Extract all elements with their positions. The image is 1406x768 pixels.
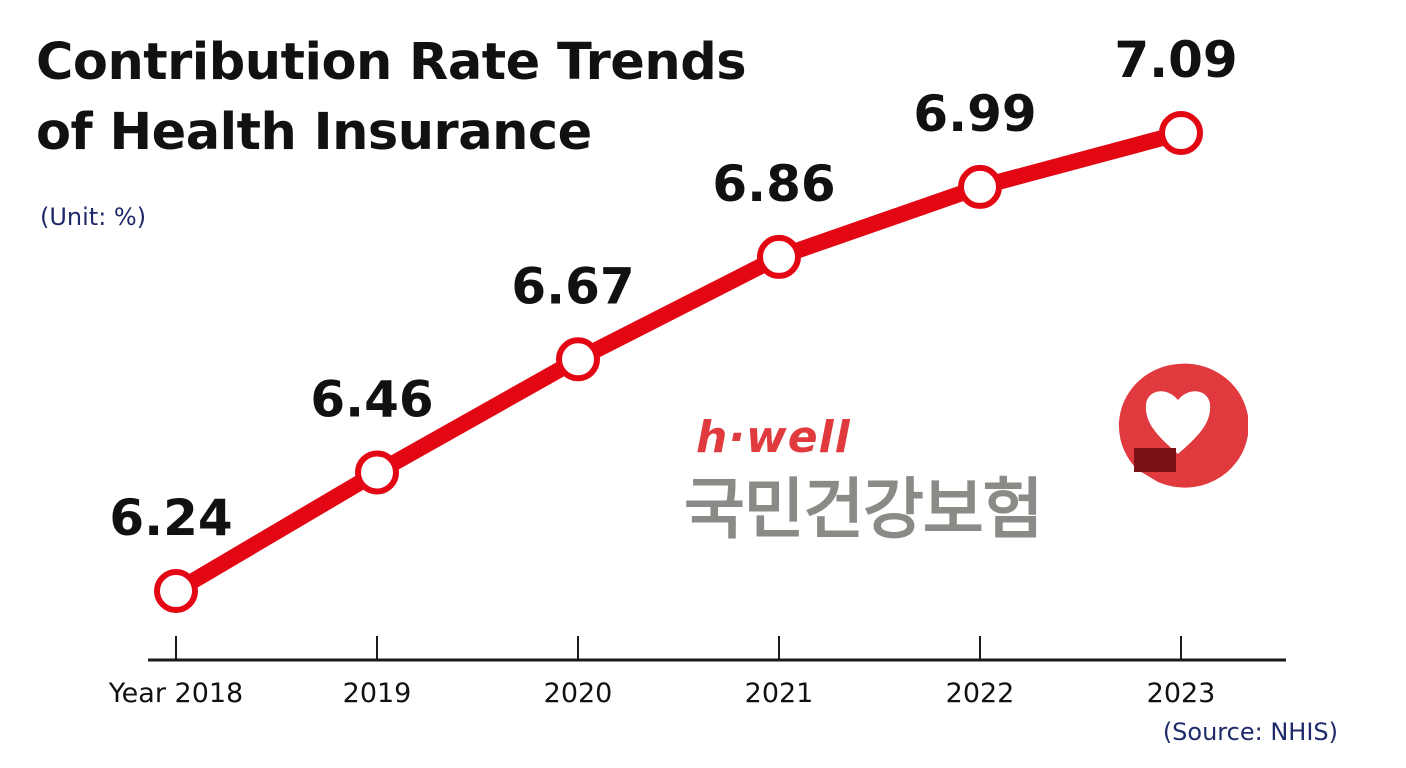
source-label: (Source: NHIS) <box>1162 718 1338 746</box>
heart-speech-bubble-icon <box>1118 363 1248 488</box>
x-axis-tick-labels: Year 2018 2019 2020 2021 2022 2023 <box>108 678 1216 709</box>
chart-title: Contribution Rate Trends of Health Insur… <box>36 28 747 168</box>
series-line <box>168 125 1189 599</box>
chart-title-line-1: Contribution Rate Trends <box>36 33 747 92</box>
chart-title-line-2: of Health Insurance <box>36 103 592 162</box>
x-tick-label-0: Year 2018 <box>108 678 243 709</box>
data-label-1: 6.46 <box>310 370 433 428</box>
data-point-4 <box>958 164 1002 209</box>
data-point-2 <box>556 337 600 382</box>
data-point-0 <box>154 569 198 613</box>
data-label-2: 6.67 <box>511 257 634 315</box>
logo-korean-name: 국민건강보험 <box>684 471 1043 548</box>
logo-wordmark: h·well <box>696 412 851 463</box>
unit-label: (Unit: %) <box>40 203 147 231</box>
data-point-5 <box>1159 111 1203 155</box>
x-tick-label-1: 2019 <box>343 678 412 709</box>
x-tick-label-5: 2023 <box>1147 678 1216 709</box>
data-label-3: 6.86 <box>712 155 835 213</box>
data-label-4: 6.99 <box>913 85 1036 143</box>
data-points <box>154 111 1203 613</box>
x-tick-label-4: 2022 <box>946 678 1015 709</box>
data-label-0: 6.24 <box>109 489 232 547</box>
x-tick-label-2: 2020 <box>544 678 613 709</box>
data-labels: 6.24 6.46 6.67 6.86 6.99 7.09 <box>109 31 1237 547</box>
data-point-1 <box>355 450 399 495</box>
x-tick-label-3: 2021 <box>745 678 814 709</box>
nhis-logo: h·well 국민건강보험 <box>684 360 1264 550</box>
data-label-5: 7.09 <box>1114 31 1237 89</box>
data-point-3 <box>757 234 801 279</box>
x-axis-ticks <box>175 636 1182 660</box>
